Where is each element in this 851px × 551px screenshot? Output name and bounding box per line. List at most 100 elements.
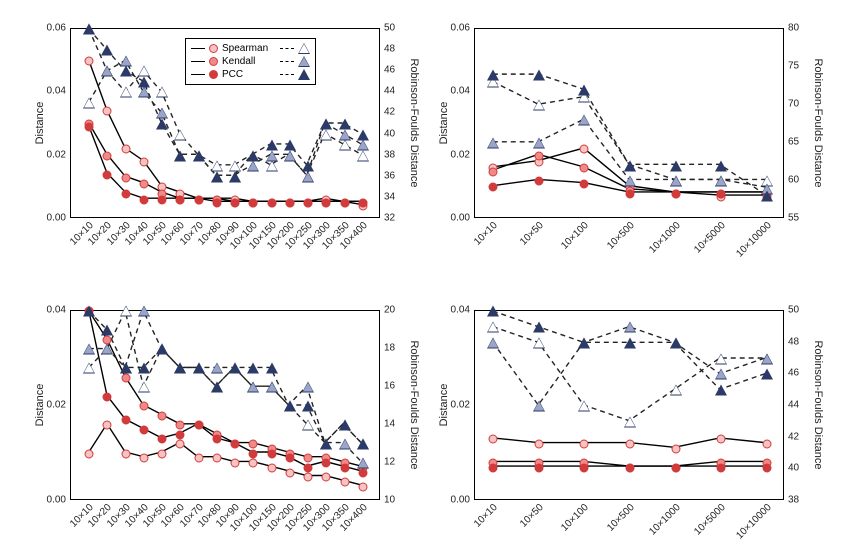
ytick-right: 44 [384,86,395,97]
marker-circle [158,449,167,458]
marker-triangle [320,129,332,140]
marker-triangle [715,369,727,380]
marker-triangle [174,129,186,140]
marker-triangle [715,160,727,171]
marker-triangle [487,306,499,317]
marker-circle [176,430,185,439]
ytick-right: 42 [384,107,395,118]
ytick-left: 0.02 [47,400,66,411]
marker-circle [340,199,349,208]
ytick-left: 0.04 [47,305,66,316]
marker-circle [158,196,167,205]
marker-triangle [624,337,636,348]
marker-circle [359,199,368,208]
marker-triangle [83,97,95,108]
marker-circle [212,435,221,444]
marker-circle [194,421,203,430]
marker-triangle [357,150,369,161]
marker-triangle [83,363,95,374]
marker-triangle [266,150,278,161]
ytick-right: 70 [788,99,799,110]
marker-triangle [761,353,773,364]
marker-triangle [138,76,150,87]
ytick-right: 20 [384,305,395,316]
marker-triangle [247,382,259,393]
marker-triangle [670,337,682,348]
marker-circle [717,463,726,472]
marker-triangle [247,363,259,374]
marker-triangle [624,176,636,187]
marker-triangle [339,140,351,151]
marker-circle [340,463,349,472]
marker-circle [139,196,148,205]
marker-circle [322,459,331,468]
marker-triangle [156,119,168,130]
marker-circle [763,440,772,449]
marker-circle [121,449,130,458]
marker-circle [763,463,772,472]
marker-triangle [101,325,113,336]
marker-triangle [101,45,113,56]
marker-circle [85,56,94,65]
ytick-right: 38 [384,149,395,160]
marker-circle [249,199,258,208]
marker-triangle [229,363,241,374]
marker-circle [194,454,203,463]
xtick: 10×10000 [734,220,773,259]
marker-triangle [120,306,132,317]
marker-circle [626,189,635,198]
ytick-right: 18 [384,343,395,354]
xtick: 10×5000 [693,502,729,538]
marker-triangle [339,420,351,431]
ytick-left: 0.02 [451,400,470,411]
xtick: 10×50 [518,502,546,530]
marker-circle [267,199,276,208]
marker-circle [359,482,368,491]
marker-circle [121,145,130,154]
ytick-right: 60 [788,175,799,186]
marker-circle [194,196,203,205]
marker-circle [139,180,148,189]
marker-triangle [247,161,259,172]
marker-triangle [120,363,132,374]
marker-triangle [101,344,113,355]
marker-circle [534,151,543,160]
marker-triangle [339,119,351,130]
marker-triangle [83,344,95,355]
marker-circle [285,468,294,477]
marker-circle [103,392,112,401]
marker-circle [304,463,313,472]
marker-triangle [266,382,278,393]
ytick-right: 46 [384,65,395,76]
marker-triangle [266,363,278,374]
marker-circle [671,444,680,453]
marker-triangle [670,385,682,396]
ytick-right: 38 [788,495,799,506]
marker-triangle [193,363,205,374]
ytick-left: 0.00 [47,213,66,224]
marker-circle [85,123,94,132]
marker-circle [304,473,313,482]
marker-circle [489,435,498,444]
xtick: 10×50 [518,220,546,248]
marker-triangle [578,115,590,126]
marker-triangle [339,439,351,450]
y-axis-label-right: Robinson-Foulds Distance [812,340,824,469]
marker-triangle [156,87,168,98]
marker-circle [103,170,112,179]
marker-triangle [247,150,259,161]
marker-circle [249,440,258,449]
marker-circle [231,459,240,468]
xtick: 10×10 [472,220,500,248]
marker-triangle [266,161,278,172]
ytick-left: 0.00 [451,213,470,224]
marker-triangle [533,69,545,80]
marker-triangle [357,458,369,469]
marker-circle [103,107,112,116]
marker-triangle [174,150,186,161]
y-axis-label-left: Distance [34,102,46,145]
marker-circle [176,196,185,205]
marker-circle [489,183,498,192]
marker-circle [534,463,543,472]
y-axis-label-right: Robinson-Foulds Distance [812,58,824,187]
